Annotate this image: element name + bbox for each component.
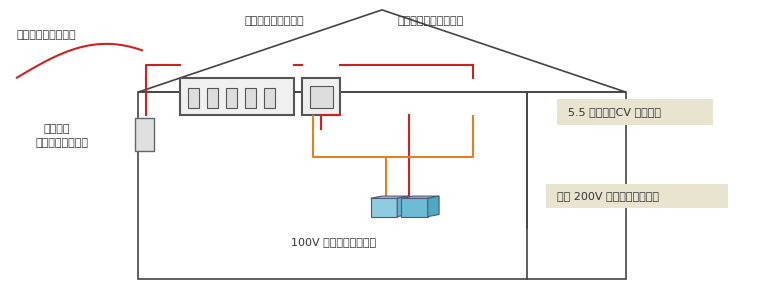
Bar [264, 88, 276, 108]
FancyBboxPatch shape [545, 184, 728, 208]
Text: 単相 200V 充電用コンセント: 単相 200V 充電用コンセント [557, 191, 659, 201]
Text: 100V 充電用コンセント: 100V 充電用コンセント [290, 237, 376, 247]
Bar [207, 88, 219, 108]
Polygon shape [371, 196, 409, 198]
Polygon shape [401, 196, 439, 198]
Bar [134, 118, 154, 152]
Text: 電力会社: 電力会社 [44, 124, 70, 134]
Text: ご家庭用電力引込線: ご家庭用電力引込線 [17, 30, 76, 40]
Bar [309, 86, 332, 108]
Bar [302, 78, 340, 115]
Text: 5.5 スケァーCV ケーブル: 5.5 スケァーCV ケーブル [568, 108, 662, 118]
Bar [226, 88, 238, 108]
Polygon shape [397, 196, 409, 217]
Text: スマートメーター: スマートメーター [36, 138, 89, 148]
FancyBboxPatch shape [557, 99, 713, 125]
Bar [371, 198, 397, 217]
Bar [180, 78, 294, 115]
Text: 充電用増設ブレーカー: 充電用増設ブレーカー [397, 16, 464, 26]
Text: ご家庭用電気分電盤: ご家庭用電気分電盤 [245, 16, 305, 26]
Bar [138, 92, 626, 279]
Polygon shape [428, 196, 439, 217]
Bar [401, 198, 428, 217]
Bar [245, 88, 257, 108]
Bar [188, 88, 199, 108]
